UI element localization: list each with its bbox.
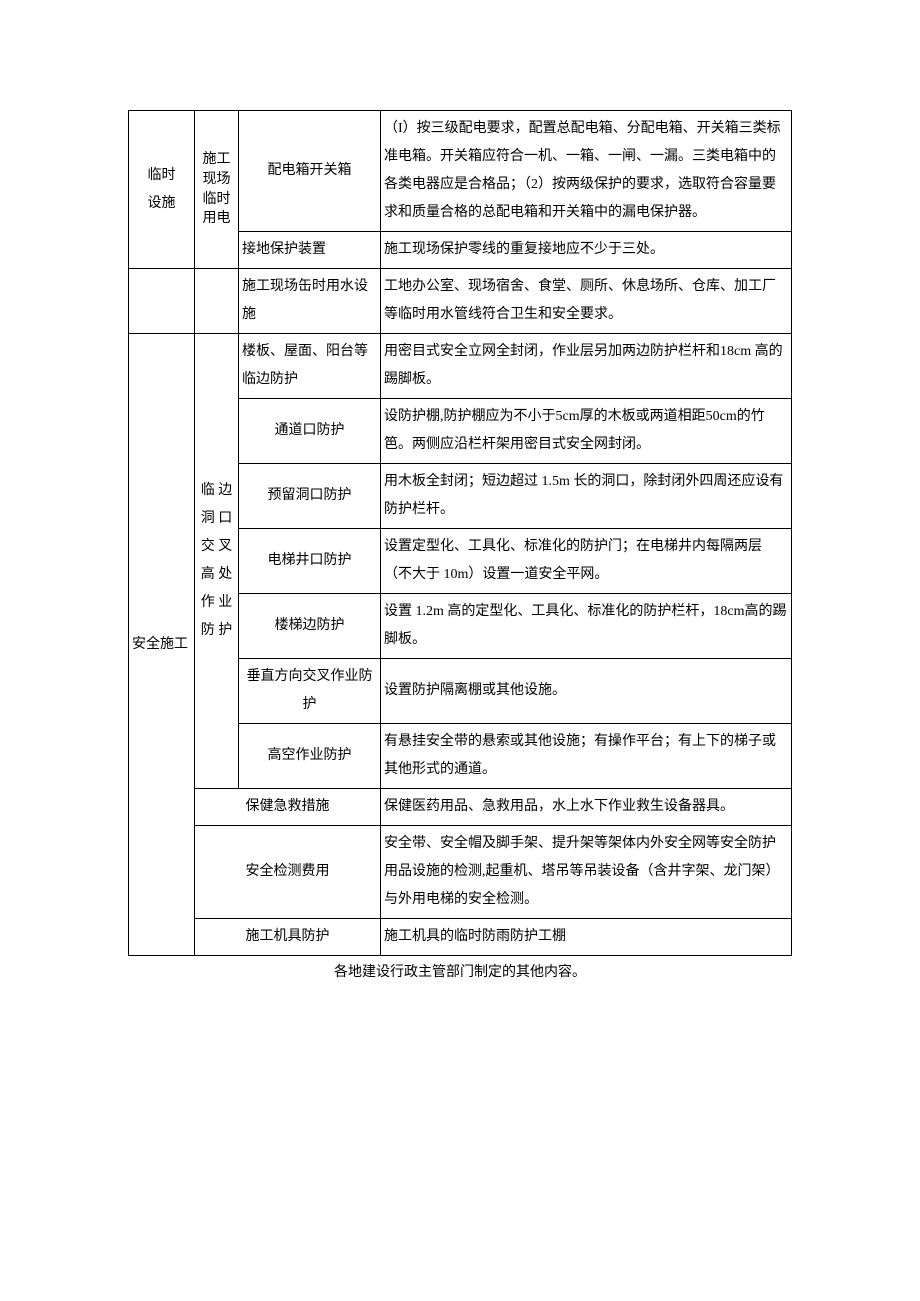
cell-sub: 配电箱开关箱 [239, 111, 381, 232]
cell-text: 施工现场临时用电 [198, 150, 235, 228]
cell-text: 设置定型化、工具化、标准化的防护门；在电梯井内每隔两层（不大于 10m）设置一道… [384, 539, 762, 582]
cell-desc: 安全带、安全帽及脚手架、提升架等架体内外安全网等安全防护用品设施的检测,起重机、… [381, 826, 792, 919]
cell-cat2: 临 边洞 口交 叉高 处作 业防 护 [195, 334, 239, 789]
cell-text: 工地办公室、现场宿舍、食堂、厕所、休息场所、仓库、加工厂等临时用水管线符合卫生和… [384, 279, 776, 322]
table-row: 安全施工 临 边洞 口交 叉高 处作 业防 护 楼板、屋面、阳台等临边防护 用密… [129, 334, 792, 399]
cell-text: 施工机具防护 [246, 929, 330, 944]
cell-sub: 通道口防护 [239, 399, 381, 464]
cell-text: 施工机具的临时防雨防护工棚 [384, 929, 566, 944]
cell-sub-span: 施工机具防护 [195, 919, 381, 956]
cell-desc: 有悬挂安全带的悬索或其他设施；有操作平台；有上下的梯子或其他形式的通道。 [381, 724, 792, 789]
cell-sub: 接地保护装置 [239, 232, 381, 269]
cell-sub: 楼板、屋面、阳台等临边防护 [239, 334, 381, 399]
cell-text: 安全施工 [132, 637, 188, 652]
cell-sub: 楼梯边防护 [239, 594, 381, 659]
cell-cat1 [129, 269, 195, 334]
cell-text: 设防护棚,防护棚应为不小于5cm厚的木板或两道相距50cm的竹笆。两侧应沿栏杆架… [384, 409, 765, 452]
cell-desc: 设置定型化、工具化、标准化的防护门；在电梯井内每隔两层（不大于 10m）设置一道… [381, 529, 792, 594]
cell-sub: 施工现场缶时用水设施 [239, 269, 381, 334]
table-caption: 各地建设行政主管部门制定的其他内容。 [128, 956, 792, 984]
cell-cat2 [195, 269, 239, 334]
cell-sub: 预留洞口防护 [239, 464, 381, 529]
cell-cat1: 安全施工 [129, 334, 195, 956]
cell-text: 设置防护隔离棚或其他设施。 [384, 683, 566, 698]
main-table: 临时设施 施工现场临时用电 配电箱开关箱 （I）按三级配电要求，配置总配电箱、分… [128, 110, 792, 956]
cell-text: 施工现场缶时用水设施 [242, 279, 368, 322]
cell-desc: 设置防护隔离棚或其他设施。 [381, 659, 792, 724]
cell-sub: 电梯井口防护 [239, 529, 381, 594]
cell-text: 楼板、屋面、阳台等临边防护 [242, 344, 368, 387]
cell-text: 保健医药用品、急救用品，水上水下作业救生设备器具。 [384, 799, 734, 814]
cell-text: 安全带、安全帽及脚手架、提升架等架体内外安全网等安全防护用品设施的检测,起重机、… [384, 836, 780, 907]
cell-sub-span: 保健急救措施 [195, 789, 381, 826]
cell-text: 施工现场保护零线的重复接地应不少于三处。 [384, 242, 664, 257]
cell-desc: 设防护棚,防护棚应为不小于5cm厚的木板或两道相距50cm的竹笆。两侧应沿栏杆架… [381, 399, 792, 464]
table-row: 施工现场缶时用水设施 工地办公室、现场宿舍、食堂、厕所、休息场所、仓库、加工厂等… [129, 269, 792, 334]
cell-text: 用密目式安全立网全封闭，作业层另加两边防护栏杆和18cm 高的踢脚板。 [384, 344, 783, 387]
cell-text: 接地保护装置 [242, 242, 326, 257]
cell-text: 预留洞口防护 [268, 488, 352, 503]
cell-text: 电梯井口防护 [268, 553, 352, 568]
cell-text: 通道口防护 [275, 423, 345, 438]
cell-desc: 设置 1.2m 高的定型化、工具化、标准化的防护栏杆，18cm高的踢脚板。 [381, 594, 792, 659]
cell-desc: 施工机具的临时防雨防护工棚 [381, 919, 792, 956]
cell-text: 用木板全封闭；短边超过 1.5m 长的洞口，除封闭外四周还应设有防护栏杆。 [384, 474, 783, 517]
cell-text: 有悬挂安全带的悬索或其他设施；有操作平台；有上下的梯子或其他形式的通道。 [384, 734, 776, 777]
cell-text: 配电箱开关箱 [268, 163, 352, 178]
cell-desc: 用木板全封闭；短边超过 1.5m 长的洞口，除封闭外四周还应设有防护栏杆。 [381, 464, 792, 529]
cell-text: 保健急救措施 [246, 799, 330, 814]
cell-text: 设置 1.2m 高的定型化、工具化、标准化的防护栏杆，18cm高的踢脚板。 [384, 604, 787, 647]
cell-cat2: 施工现场临时用电 [195, 111, 239, 269]
cell-text: 楼梯边防护 [275, 618, 345, 633]
table-row: 临时设施 施工现场临时用电 配电箱开关箱 （I）按三级配电要求，配置总配电箱、分… [129, 111, 792, 232]
cell-text: 安全检测费用 [246, 864, 330, 879]
cell-desc: 工地办公室、现场宿舍、食堂、厕所、休息场所、仓库、加工厂等临时用水管线符合卫生和… [381, 269, 792, 334]
cell-desc: 用密目式安全立网全封闭，作业层另加两边防护栏杆和18cm 高的踢脚板。 [381, 334, 792, 399]
cell-text: 垂直方向交叉作业防护 [247, 669, 373, 712]
table-row: 施工机具防护 施工机具的临时防雨防护工棚 [129, 919, 792, 956]
cell-text: （I）按三级配电要求，配置总配电箱、分配电箱、开关箱三类标准电箱。开关箱应符合一… [384, 121, 781, 220]
cell-sub: 垂直方向交叉作业防护 [239, 659, 381, 724]
cell-text: 临 边洞 口交 叉高 处作 业防 护 [201, 483, 233, 638]
cell-desc: 保健医药用品、急救用品，水上水下作业救生设备器具。 [381, 789, 792, 826]
cell-text: 高空作业防护 [268, 748, 352, 763]
cell-sub-span: 安全检测费用 [195, 826, 381, 919]
caption-text: 各地建设行政主管部门制定的其他内容。 [334, 965, 586, 980]
cell-text: 临时设施 [148, 168, 176, 211]
cell-cat1: 临时设施 [129, 111, 195, 269]
cell-desc: （I）按三级配电要求，配置总配电箱、分配电箱、开关箱三类标准电箱。开关箱应符合一… [381, 111, 792, 232]
cell-desc: 施工现场保护零线的重复接地应不少于三处。 [381, 232, 792, 269]
cell-sub: 高空作业防护 [239, 724, 381, 789]
table-row: 保健急救措施 保健医药用品、急救用品，水上水下作业救生设备器具。 [129, 789, 792, 826]
table-row: 安全检测费用 安全带、安全帽及脚手架、提升架等架体内外安全网等安全防护用品设施的… [129, 826, 792, 919]
